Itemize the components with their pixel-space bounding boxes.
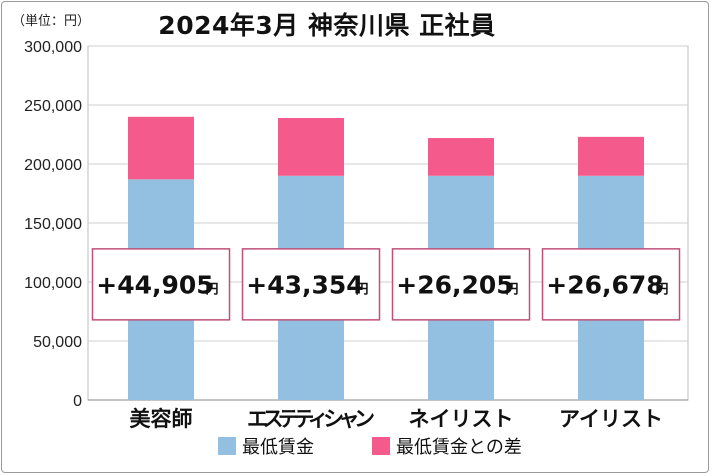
bar-difference [128,116,194,180]
x-category-label: ネイリスト [409,407,514,431]
difference-unit: 円 [505,282,518,297]
difference-value: +43,354 [246,270,363,299]
difference-annotation-box [241,248,381,321]
difference-unit: 円 [205,282,218,297]
legend-label: 最低賃金 [242,437,314,458]
x-category-label: 美容師 [130,407,193,431]
legend-label: 最低賃金との差 [396,437,522,458]
legend-swatch [372,437,390,455]
y-tick-label: 150,000 [24,216,82,233]
bar-difference [278,117,344,176]
difference-annotation-box [541,248,681,321]
y-tick-label: 300,000 [24,39,82,56]
y-tick-label: 200,000 [24,157,82,174]
difference-value: +26,678 [546,270,663,299]
difference-annotation-box [391,248,531,321]
y-tick-label: 250,000 [24,98,82,115]
difference-unit: 円 [355,282,368,297]
y-tick-label: 50,000 [33,334,82,351]
y-tick-label: 0 [73,393,82,410]
legend-swatch [218,437,236,455]
difference-value: +44,905 [96,270,213,299]
difference-value: +26,205 [396,270,513,299]
difference-annotation-box [91,248,231,321]
difference-unit: 円 [655,282,668,297]
bar-difference [578,136,644,176]
x-category-label: アイリスト [559,407,663,431]
chart-title: 2024年3月 神奈川県 正社員 [158,11,496,40]
x-category-label: エステティシャン [247,407,375,431]
y-tick-label: 100,000 [24,275,82,292]
bar-difference [428,138,494,176]
unit-label: （単位：円） [12,14,91,29]
